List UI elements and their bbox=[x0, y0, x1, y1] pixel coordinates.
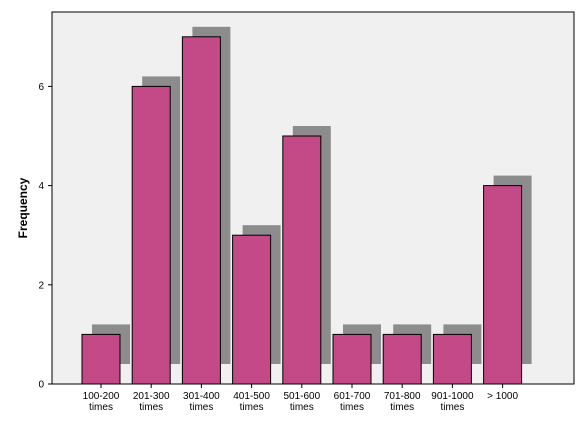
x-tick-label: 201-300 times bbox=[133, 391, 170, 413]
x-tick-label: 601-700 times bbox=[334, 391, 371, 413]
bar bbox=[483, 185, 523, 385]
bar bbox=[282, 135, 322, 385]
y-tick-label: 4 bbox=[38, 181, 44, 192]
x-tick-label: 100-200 times bbox=[83, 391, 120, 413]
bar bbox=[432, 333, 472, 385]
y-axis-title: Frequency bbox=[16, 177, 30, 238]
x-tick-label: 701-800 times bbox=[384, 391, 421, 413]
bar bbox=[131, 85, 171, 385]
bar bbox=[382, 333, 422, 385]
bar bbox=[332, 333, 372, 385]
bar bbox=[81, 333, 121, 385]
y-tick-label: 2 bbox=[38, 280, 44, 291]
x-tick-label: 401-500 times bbox=[233, 391, 270, 413]
x-tick-label: 301-400 times bbox=[183, 391, 220, 413]
y-tick-label: 6 bbox=[38, 82, 44, 93]
x-tick-label: 901-1000 times bbox=[431, 391, 474, 413]
x-tick-label: > 1000 bbox=[487, 391, 518, 402]
bar bbox=[232, 234, 272, 385]
y-tick-label: 0 bbox=[38, 380, 44, 391]
bar bbox=[181, 36, 221, 385]
x-tick-label: 501-600 times bbox=[283, 391, 320, 413]
